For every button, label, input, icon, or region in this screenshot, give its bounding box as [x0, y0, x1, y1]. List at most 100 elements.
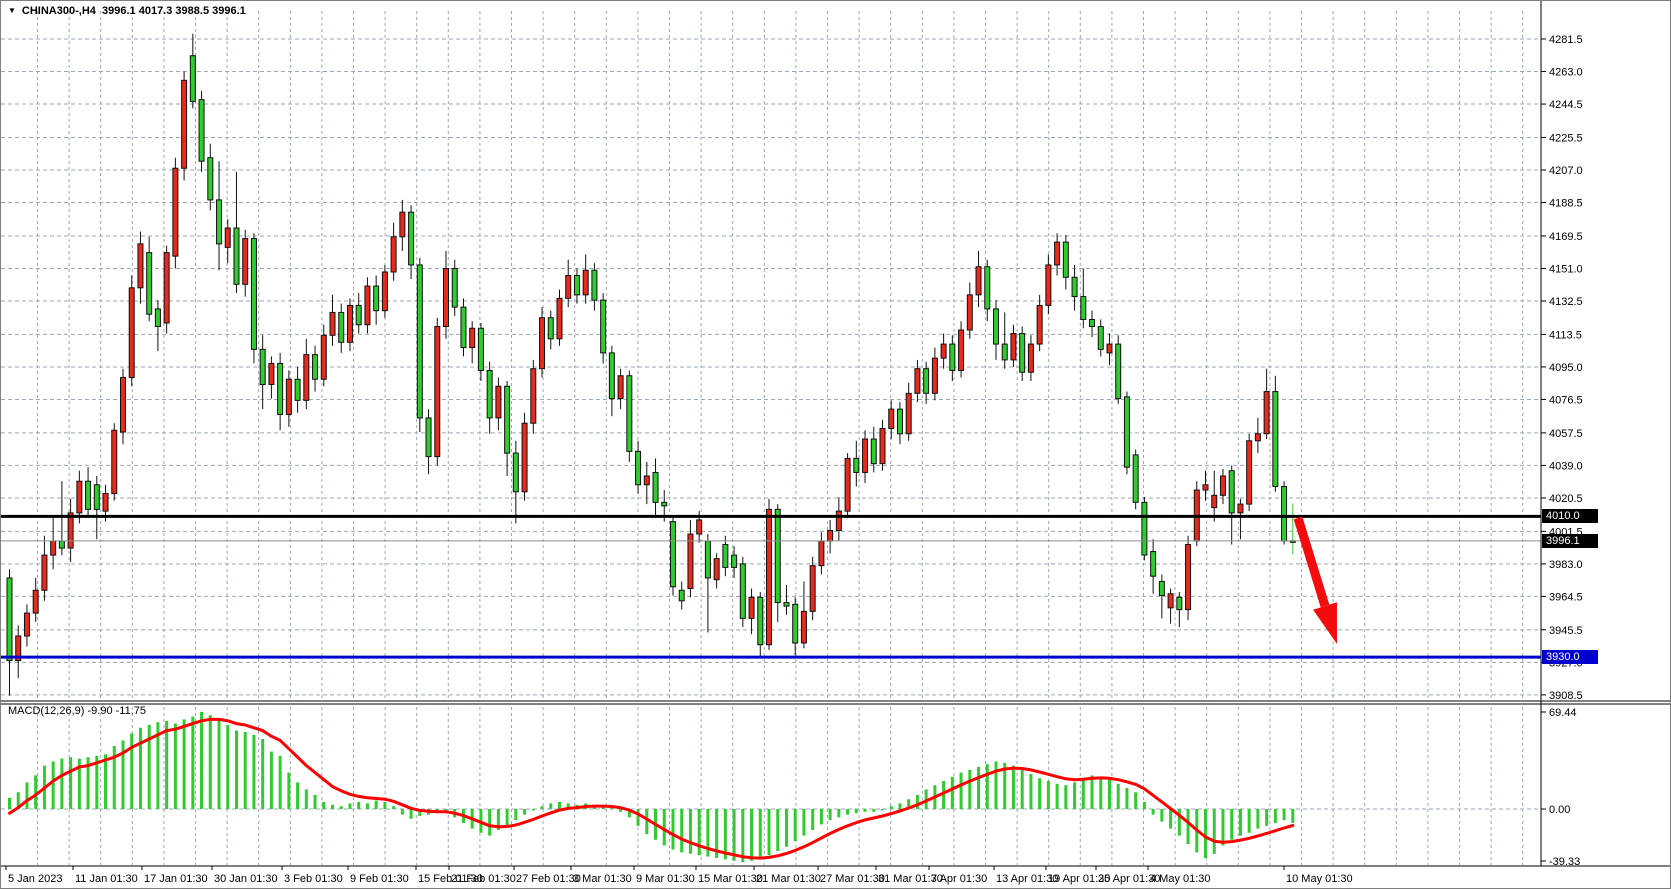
support-price-tag[interactable]: 3930.0	[1542, 650, 1598, 665]
macd-histogram-bar	[741, 809, 745, 863]
macd-histogram-bar	[776, 809, 780, 851]
resistance-price-tag[interactable]: 4010.0	[1542, 509, 1598, 524]
trend-arrow-head[interactable]	[1313, 602, 1337, 644]
candle-down	[154, 308, 161, 327]
candle-down	[678, 589, 685, 602]
candle-down	[486, 369, 493, 419]
macd-histogram-bar	[357, 802, 361, 809]
candle-down	[198, 99, 205, 162]
macd-histogram-bar	[51, 761, 55, 809]
candle-down	[547, 317, 554, 340]
macd-histogram-bar	[1099, 776, 1103, 809]
macd-histogram-bar	[610, 807, 614, 809]
macd-histogram-bar	[34, 775, 38, 809]
macd-histogram-bar	[234, 730, 238, 809]
candle-down	[774, 508, 781, 604]
candle-up	[268, 362, 275, 386]
price-axis-label: 3983.0	[1549, 559, 1583, 571]
price-axis-label: 4169.5	[1549, 231, 1583, 243]
macd-histogram-bar	[706, 809, 710, 857]
candle-up	[582, 269, 589, 296]
candle-down	[783, 602, 790, 607]
candle-up	[713, 558, 720, 581]
macd-histogram-bar	[671, 809, 675, 850]
candle-up	[1027, 343, 1034, 373]
candle-down	[984, 266, 991, 310]
candle-up	[905, 392, 912, 435]
candle-up	[1211, 494, 1218, 509]
candle-down	[416, 264, 423, 419]
macd-histogram-bar	[1247, 809, 1251, 833]
macd-histogram-bar	[732, 809, 736, 861]
candle-down	[608, 352, 615, 400]
candle-down	[355, 304, 362, 326]
candle-down	[338, 311, 345, 343]
candle-up	[862, 438, 869, 473]
macd-histogram-bar	[165, 720, 169, 809]
candle-up	[399, 211, 406, 238]
macd-histogram-bar	[16, 792, 20, 809]
macd-histogram-bar	[182, 719, 186, 809]
macd-indicator-label: MACD(12,26,9) -9.90 -11.75	[8, 705, 146, 717]
candle-up	[67, 512, 74, 549]
candle-down	[757, 596, 764, 646]
macd-histogram-bar	[872, 809, 876, 812]
candle-up	[1167, 593, 1174, 609]
candle-up	[111, 429, 118, 495]
macd-histogram-bar	[496, 809, 500, 830]
macd-histogram-bar	[1090, 775, 1094, 809]
candle-up	[224, 227, 231, 248]
candle-up	[443, 267, 449, 327]
candle-down	[1176, 596, 1183, 611]
candle-down	[58, 540, 65, 549]
macd-histogram-bar	[1011, 765, 1015, 809]
price-axis-label: 4263.0	[1549, 67, 1583, 79]
candle-down	[512, 452, 519, 493]
macd-histogram-bar	[112, 746, 116, 809]
price-axis-label: 4188.5	[1549, 198, 1583, 210]
candle-down	[85, 480, 92, 510]
macd-histogram-bar	[793, 809, 797, 842]
candle-up	[1054, 241, 1061, 266]
candle-up	[696, 519, 703, 535]
candle-down	[626, 375, 633, 452]
candle-up	[1185, 544, 1192, 611]
macd-histogram-bar	[1265, 809, 1269, 826]
macd-histogram-bar	[828, 809, 832, 821]
macd-histogram-bar	[688, 809, 692, 854]
macd-histogram-bar	[627, 809, 631, 818]
symbol-dropdown-icon: ▼	[8, 6, 16, 15]
candle-up	[381, 271, 388, 312]
time-axis-label: 15 Mar 01:30	[698, 873, 763, 885]
candle-down	[1071, 276, 1078, 298]
time-axis-label: 31 Mar 01:30	[878, 873, 943, 885]
macd-histogram-bar	[400, 809, 404, 815]
macd-histogram-bar	[69, 757, 73, 809]
macd-histogram-bar	[837, 809, 841, 818]
macd-histogram-bar	[348, 803, 352, 809]
macd-histogram-bar	[1134, 792, 1138, 809]
candle-up	[128, 287, 135, 378]
macd-histogram-bar	[1273, 809, 1277, 823]
macd-histogram-bar	[1125, 788, 1129, 809]
trend-arrow-shaft[interactable]	[1293, 516, 1330, 608]
candle-up	[748, 596, 755, 619]
price-axis-label: 3964.5	[1549, 591, 1583, 603]
candle-up	[1106, 343, 1113, 354]
candle-up	[285, 378, 292, 415]
macd-histogram-bar	[252, 734, 256, 809]
candle-up	[687, 533, 694, 590]
macd-histogram-bar	[1177, 809, 1181, 836]
macd-histogram-bar	[959, 772, 963, 809]
candle-down	[312, 354, 319, 380]
candle-up	[940, 343, 947, 359]
candle-down	[1089, 318, 1096, 327]
candle-up	[1010, 333, 1017, 361]
macd-histogram-bar	[1064, 785, 1068, 809]
candle-up	[172, 167, 179, 257]
candle-up	[617, 375, 624, 400]
candle-up	[1036, 304, 1043, 345]
macd-histogram-bar	[86, 757, 90, 809]
